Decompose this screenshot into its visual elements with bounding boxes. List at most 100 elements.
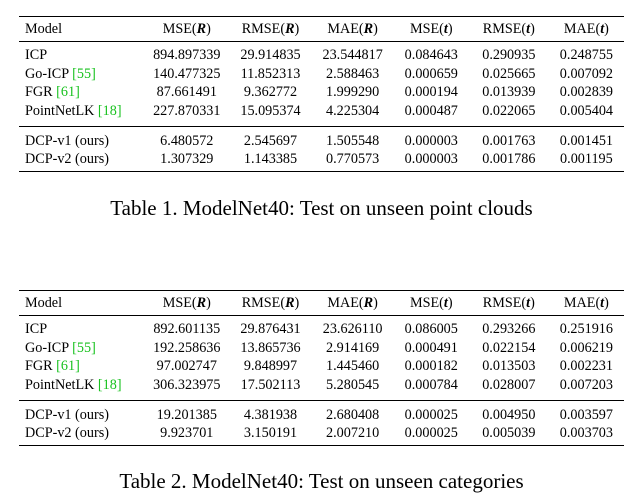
metric-value: 894.897339 [153, 47, 221, 64]
metric-value: 4.381938 [243, 406, 298, 423]
metric-value: 0.000784 [404, 377, 458, 394]
table-row: DCP-v2 (ours) 9.923701 3.150191 2.007210 0.0… [19, 424, 624, 446]
metric-value: 0.248755 [559, 47, 613, 64]
metric-value: 306.323975 [153, 377, 221, 394]
metric-value: 0.293266 [482, 321, 536, 338]
metric-value: 9.848997 [243, 358, 298, 375]
metric-value: 0.013939 [482, 84, 536, 101]
metric-value: 0.005404 [559, 103, 613, 120]
header-cell: MSE(R) [162, 21, 211, 37]
metric-value: 1.999290 [326, 84, 380, 101]
table-row: DCP-v1 (ours) 6.480572 2.545697 1.505548 0.0… [19, 126, 624, 150]
table-row: ICP 894.897339 29.914835 23.544817 0.084643 0… [19, 42, 624, 65]
metric-value: 140.477325 [153, 65, 221, 82]
metric-value: 2.588463 [326, 65, 380, 82]
model-name-cell: DCP-v1 (ours) [19, 127, 144, 150]
citation-link[interactable]: [55] [72, 65, 96, 82]
metric-value: 2.914169 [326, 339, 380, 356]
header-cell: MAE(R) [327, 295, 378, 311]
model-name: PointNetLK [25, 103, 95, 120]
metric-value: 0.000003 [404, 151, 458, 168]
metric-value: 23.544817 [322, 47, 383, 64]
model-name-cell: FGR [61] [19, 83, 144, 102]
model-name-cell: DCP-v2 (ours) [19, 150, 144, 171]
model-name: FGR [25, 84, 53, 101]
metric-value: 227.870331 [153, 103, 221, 120]
metric-value: 17.502113 [240, 377, 301, 394]
metric-value: 1.445460 [326, 358, 380, 375]
citation-link[interactable]: [18] [97, 103, 122, 120]
citation-link[interactable]: [61] [56, 84, 80, 101]
model-name-cell: ICP [19, 316, 144, 339]
metric-value: 29.876431 [240, 321, 301, 338]
metric-value: 0.002231 [559, 358, 613, 375]
table-row: Go-ICP [55] 140.477325 11.852313 2.588463 0.… [19, 65, 624, 84]
metric-value: 0.001195 [560, 151, 613, 168]
header-cell: MAE(R) [327, 21, 378, 37]
results-table: Model MSE(R) RMSE(R) MAE(R) MSE(t) RMSE(… [19, 16, 624, 172]
table-row: Go-ICP [55] 192.258636 13.865736 2.914169 0.… [19, 339, 624, 358]
table-row: PointNetLK [18] 227.870331 15.095374 4.2253… [19, 102, 624, 127]
metric-value: 892.601135 [153, 321, 221, 338]
metric-value: 0.000025 [404, 406, 458, 423]
metric-value: 23.626110 [322, 321, 383, 338]
metric-value: 0.002839 [559, 84, 613, 101]
metric-value: 0.000182 [404, 358, 458, 375]
model-name: DCP-v2 (ours) [25, 151, 109, 168]
metric-value: 0.086005 [404, 321, 458, 338]
table-row: DCP-v2 (ours) 1.307329 1.143385 0.770573 0.0… [19, 150, 624, 172]
baseline-rows: ICP 892.601135 29.876431 23.626110 0.086005 0… [19, 316, 624, 401]
header-model: Model [25, 295, 63, 311]
citation-link[interactable]: [18] [97, 377, 122, 394]
model-name: PointNetLK [25, 377, 95, 394]
model-name-cell: DCP-v2 (ours) [19, 424, 144, 445]
table-row: ICP 892.601135 29.876431 23.626110 0.086005 0… [19, 316, 624, 339]
metric-value: 0.007203 [559, 377, 613, 394]
metric-value: 1.143385 [243, 151, 298, 168]
header-cell: MSE(t) [409, 295, 453, 311]
metric-value: 0.001763 [482, 132, 536, 149]
ours-rows: DCP-v1 (ours) 19.201385 4.381938 2.680408 0.… [19, 400, 624, 446]
header-cell: MAE(t) [563, 21, 609, 37]
metric-value: 9.923701 [160, 425, 214, 442]
header-cell: MSE(t) [409, 21, 453, 37]
header-cell: RMSE(t) [482, 295, 535, 311]
metric-value: 19.201385 [156, 406, 217, 423]
model-name: DCP-v2 (ours) [25, 425, 109, 442]
header-model: Model [25, 21, 63, 37]
citation-link[interactable]: [61] [56, 358, 80, 375]
metric-value: 0.000025 [404, 425, 458, 442]
metric-value: 4.225304 [326, 103, 380, 120]
metric-value: 2.680408 [326, 406, 380, 423]
citation-link[interactable]: [55] [72, 339, 96, 356]
header-cell: MAE(t) [563, 295, 609, 311]
model-name-cell: PointNetLK [18] [19, 102, 144, 127]
metric-value: 11.852313 [240, 65, 301, 82]
model-name: ICP [25, 47, 48, 64]
table-1: Model MSE(R) RMSE(R) MAE(R) MSE(t) RMSE(… [19, 16, 624, 172]
table-caption: Table 1. ModelNet40: Test on unseen poin… [110, 196, 533, 220]
model-name: DCP-v1 (ours) [25, 406, 109, 423]
baseline-rows: ICP 894.897339 29.914835 23.544817 0.084643 0… [19, 42, 624, 127]
metric-value: 87.661491 [156, 84, 217, 101]
metric-value: 2.545697 [243, 132, 298, 149]
metric-value: 97.002747 [156, 358, 217, 375]
model-name-cell: PointNetLK [18] [19, 376, 144, 401]
table-row: DCP-v1 (ours) 19.201385 4.381938 2.680408 0.… [19, 400, 624, 424]
metric-value: 13.865736 [240, 339, 301, 356]
metric-value: 0.003703 [559, 425, 613, 442]
model-name-cell: Go-ICP [55] [19, 339, 144, 358]
model-name: Go-ICP [25, 65, 69, 82]
model-name: DCP-v1 (ours) [25, 132, 109, 149]
metric-value: 0.022154 [482, 339, 536, 356]
metric-value: 0.007092 [559, 65, 613, 82]
metric-value: 0.003597 [559, 406, 613, 423]
metric-value: 0.025665 [482, 65, 536, 82]
table-row: PointNetLK [18] 306.323975 17.502113 5.2805… [19, 376, 624, 401]
metric-value: 0.000194 [404, 84, 458, 101]
table-2: Model MSE(R) RMSE(R) MAE(R) MSE(t) RMSE(… [19, 290, 624, 446]
model-name: ICP [25, 321, 48, 338]
ours-rows: DCP-v1 (ours) 6.480572 2.545697 1.505548 0.0… [19, 126, 624, 172]
header-row: Model MSE(R) RMSE(R) MAE(R) MSE(t) RMSE(… [19, 16, 624, 42]
metric-value: 5.280545 [326, 377, 380, 394]
